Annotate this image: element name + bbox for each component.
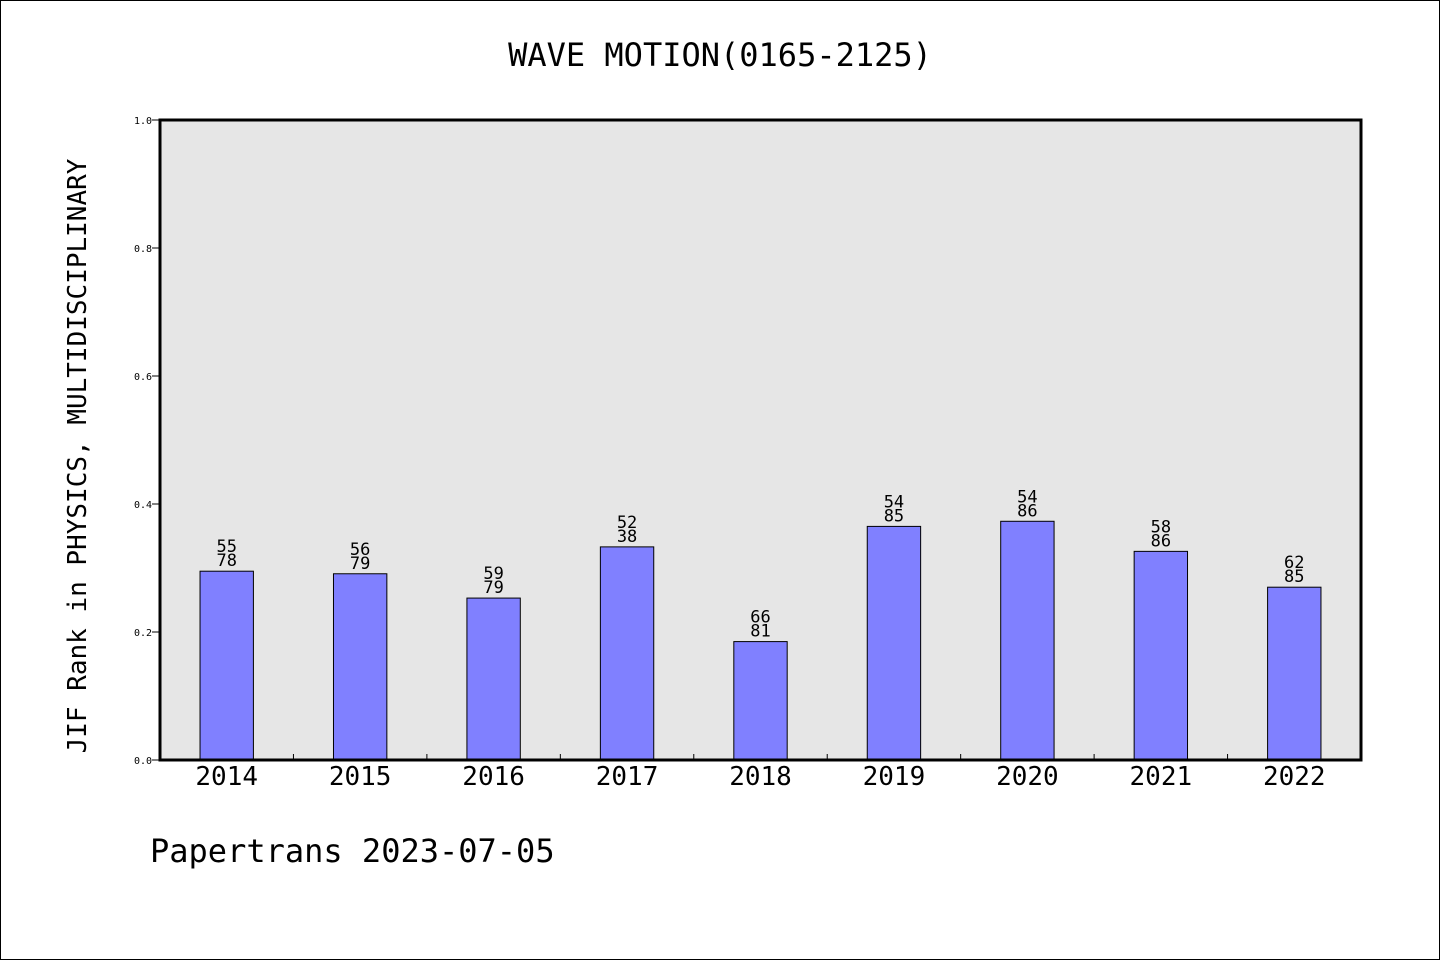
bar-label-rank: 56 — [350, 540, 370, 560]
bar-label-total: 79 — [350, 554, 370, 574]
bar-2022 — [1267, 586, 1322, 761]
bar-label-rank: 59 — [483, 564, 503, 584]
bar-2016 — [466, 597, 521, 761]
x-tick-label: 2018 — [729, 762, 792, 792]
x-tick-label: 2017 — [596, 762, 659, 792]
bar-label-rank: 58 — [1151, 517, 1171, 537]
bar-label-rank: 54 — [884, 492, 904, 512]
x-tick-label: 2019 — [863, 762, 926, 792]
x-tick-label: 2015 — [329, 762, 392, 792]
bar-label-rank: 66 — [750, 608, 770, 628]
bars — [199, 520, 1322, 761]
y-axis: 0.0 0.2 0.4 0.6 0.8 1.0 — [134, 116, 160, 767]
x-tick-label: 2021 — [1130, 762, 1193, 792]
x-tick-label: 2022 — [1263, 762, 1326, 792]
bar-label-total: 85 — [884, 506, 904, 526]
chart-title: WAVE MOTION(0165-2125) — [508, 36, 932, 74]
y-tick-label: 0.0 — [134, 756, 152, 767]
bar-label-total: 79 — [483, 578, 503, 598]
bar-label-total: 86 — [1017, 501, 1037, 521]
bar-label-total: 78 — [216, 551, 236, 571]
bar-2021 — [1133, 550, 1189, 761]
bar-2014 — [199, 570, 254, 761]
bar-label-rank: 52 — [617, 513, 637, 533]
bar-2019 — [866, 525, 922, 761]
bar-2015 — [332, 573, 388, 761]
plot-border — [158, 118, 1363, 762]
bar-2018 — [733, 641, 788, 761]
y-tick-label: 1.0 — [134, 116, 152, 127]
bar-2017 — [599, 546, 655, 761]
y-tick-label: 0.8 — [134, 244, 152, 255]
bar-label-total: 81 — [750, 622, 770, 642]
x-tick-label: 2014 — [195, 762, 258, 792]
bar-label-rank: 62 — [1284, 553, 1304, 573]
bar-label-rank: 54 — [1017, 487, 1037, 507]
bar-label-total: 86 — [1151, 531, 1171, 551]
x-tick-label: 2016 — [462, 762, 525, 792]
y-tick-label: 0.6 — [134, 372, 152, 383]
y-axis-label: JIF Rank in PHYSICS, MULTIDISCIPLINARY — [63, 158, 93, 753]
y-tick-label: 0.4 — [134, 500, 152, 511]
y-tick-label: 0.2 — [134, 628, 152, 639]
x-tick-label: 2020 — [996, 762, 1059, 792]
bar-label-total: 85 — [1284, 567, 1304, 587]
bar-label-rank: 55 — [216, 537, 236, 557]
footer-credit: Papertrans 2023-07-05 — [150, 832, 555, 870]
bar-label-total: 38 — [617, 527, 637, 547]
bar-2020 — [1000, 520, 1055, 761]
x-axis: 2014 2015 2016 2017 2018 2019 2020 2021 2022 — [195, 754, 1326, 792]
